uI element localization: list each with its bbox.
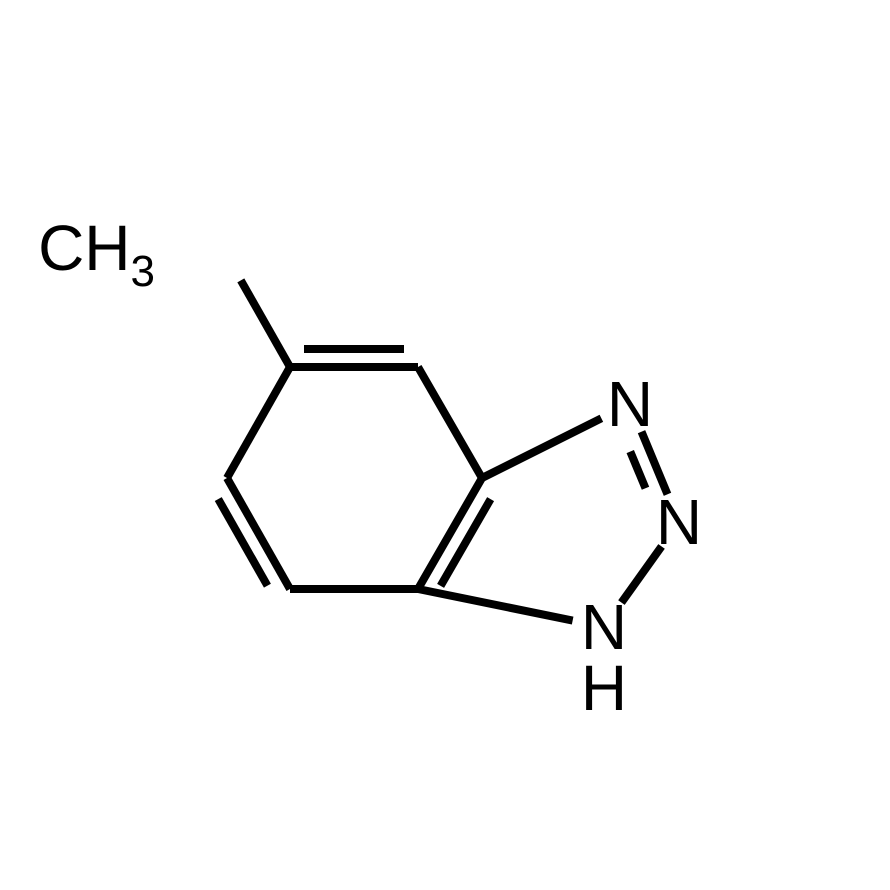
bond: [218, 478, 290, 589]
bond: [418, 478, 491, 589]
nitrogen-label: N: [607, 368, 653, 440]
bond: [241, 280, 290, 367]
molecule-diagram: NHNNCH3: [0, 0, 890, 890]
nitrogen-label: N: [656, 486, 702, 558]
bond: [482, 418, 601, 478]
bond: [630, 432, 667, 495]
bond: [418, 367, 482, 478]
bond: [227, 367, 290, 478]
bond: [290, 349, 418, 367]
methyl-label: CH3: [38, 212, 155, 296]
hydrogen-label: H: [581, 652, 627, 724]
bond: [418, 589, 573, 621]
